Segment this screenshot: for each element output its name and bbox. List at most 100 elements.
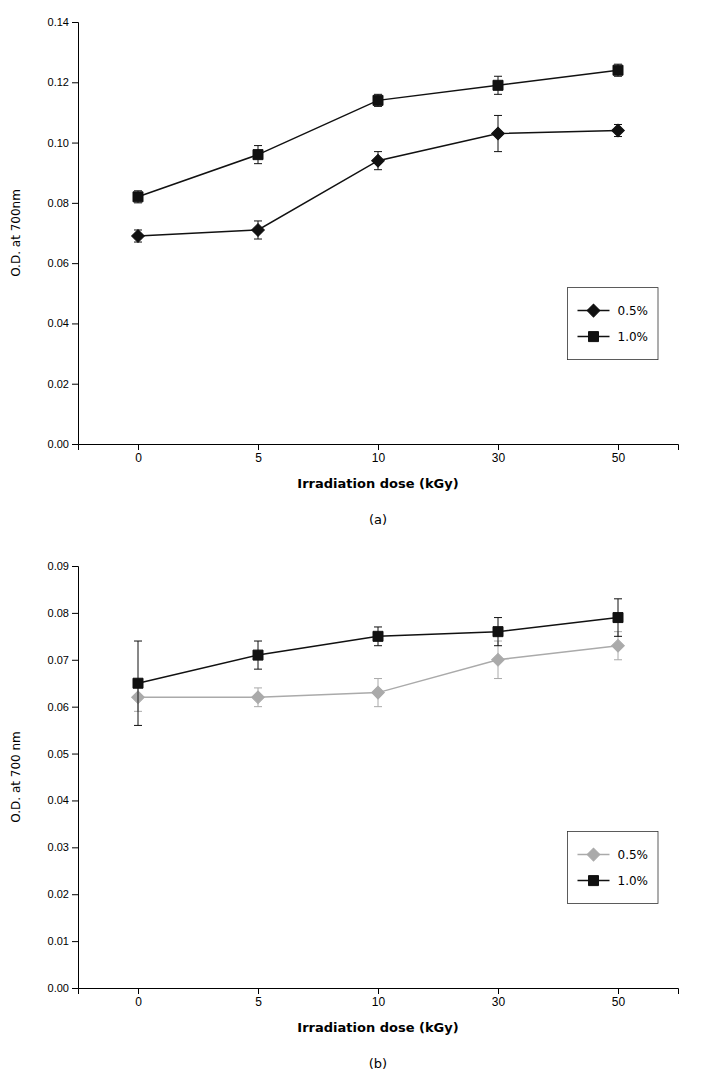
series [133, 599, 623, 726]
tick-mark [498, 988, 499, 994]
legend-label: 1.0% [618, 874, 649, 888]
marker [612, 124, 625, 137]
tick: 30 [492, 444, 506, 465]
tick: 5 [255, 444, 262, 465]
tick-mark [618, 988, 619, 994]
tick: 50 [612, 988, 626, 1009]
tick-mark [72, 847, 78, 848]
tick-mark [72, 707, 78, 708]
tick-label: 0.08 [48, 607, 69, 619]
tick: 0 [135, 988, 142, 1009]
tick-label: 10 [372, 451, 386, 465]
tick-mark [72, 384, 78, 385]
tick-mark [72, 613, 78, 614]
y-axis-title: O.D. at 700 nm [9, 731, 23, 823]
error-bar [374, 94, 382, 106]
tick-mark [72, 323, 78, 324]
marker [612, 639, 625, 652]
error-bar [494, 618, 502, 646]
panel: 0.000.020.040.060.080.100.120.1405103050… [9, 16, 679, 527]
title: (b) [369, 1056, 387, 1071]
marker [373, 95, 383, 105]
error-bar [374, 627, 382, 646]
tick: 5 [255, 988, 262, 1009]
tick: 0 [135, 444, 142, 465]
error-bar [254, 146, 262, 164]
plot-area [132, 599, 625, 726]
legend-marker [587, 304, 600, 317]
marker [372, 154, 385, 167]
axis-line [79, 989, 679, 995]
tick-mark [72, 988, 78, 989]
x-axis-title: Irradiation dose (kGy) [297, 476, 458, 491]
error-bar [614, 599, 622, 637]
error-bar [614, 64, 622, 76]
tick-label: 0.03 [48, 841, 69, 853]
tick-mark [138, 988, 139, 994]
marker [253, 150, 263, 160]
tick-label: 30 [492, 995, 506, 1009]
tick-mark [72, 82, 78, 83]
tick: 0.06 [48, 257, 78, 269]
line [138, 618, 618, 684]
tick-mark [72, 660, 78, 661]
panel: 0.00 0.01 0.02 0.03 0.04 0.05 0.06 0.07 0.08 0.09… [9, 560, 679, 1071]
error-bar [494, 76, 502, 94]
axis-line [72, 23, 79, 445]
tick: 0.07 [48, 654, 78, 666]
tick-label: 0.06 [48, 257, 69, 269]
tick-label: 0.00 [48, 982, 69, 994]
legend-marker [587, 848, 600, 861]
tick-label: 0.01 [48, 935, 69, 947]
marker [613, 613, 623, 623]
tick-label: 0.12 [48, 76, 69, 88]
tick-label: 0.10 [48, 137, 69, 149]
error-bar [134, 641, 142, 725]
tick-mark [72, 941, 78, 942]
marker [492, 127, 505, 140]
tick-mark [72, 444, 78, 445]
tick: 10 [372, 988, 386, 1009]
tick: 0.04 [48, 794, 78, 806]
marker [372, 686, 385, 699]
tick-mark [72, 22, 78, 23]
axis-line [79, 445, 679, 451]
error-bar [134, 191, 142, 203]
tick: 0.02 [48, 378, 78, 390]
tick: 0.00 [48, 982, 78, 994]
tick-label: 0.04 [48, 794, 69, 806]
marker [132, 230, 145, 243]
line [138, 70, 618, 197]
tick-label: 0.05 [48, 748, 69, 760]
tick-label: 0.08 [48, 197, 69, 209]
tick-label: 0 [135, 451, 142, 465]
tick-mark [258, 444, 259, 450]
x-axis: 0 5 10 30 50 [79, 444, 679, 465]
marker [133, 192, 143, 202]
marker [493, 80, 503, 90]
marker [252, 224, 265, 237]
tick-label: 50 [612, 451, 626, 465]
tick-label: 0.09 [48, 560, 69, 572]
tick-label: 10 [372, 995, 386, 1009]
x-axis-title: Irradiation dose (kGy) [297, 1020, 458, 1035]
tick: 0.12 [48, 76, 78, 88]
tick-mark [72, 566, 78, 567]
series [133, 64, 623, 203]
tick: 0.14 [48, 16, 78, 28]
tick-label: 0.02 [48, 888, 69, 900]
y-axis: 0.000.020.040.060.080.100.120.14 [48, 16, 79, 450]
tick-label: 50 [612, 995, 626, 1009]
tick-label: 0.06 [48, 701, 69, 713]
tick: 0.09 [48, 560, 78, 572]
tick-label: 0.02 [48, 378, 69, 390]
legend-item: 1.0% [578, 330, 649, 344]
legend-label: 1.0% [618, 330, 649, 344]
tick: 10 [372, 444, 386, 465]
tick-label: 0.04 [48, 317, 69, 329]
error-bar [254, 641, 262, 669]
tick: 30 [492, 988, 506, 1009]
marker [373, 631, 383, 641]
legend: 0.5%1.0% [568, 832, 659, 904]
line [138, 131, 618, 237]
